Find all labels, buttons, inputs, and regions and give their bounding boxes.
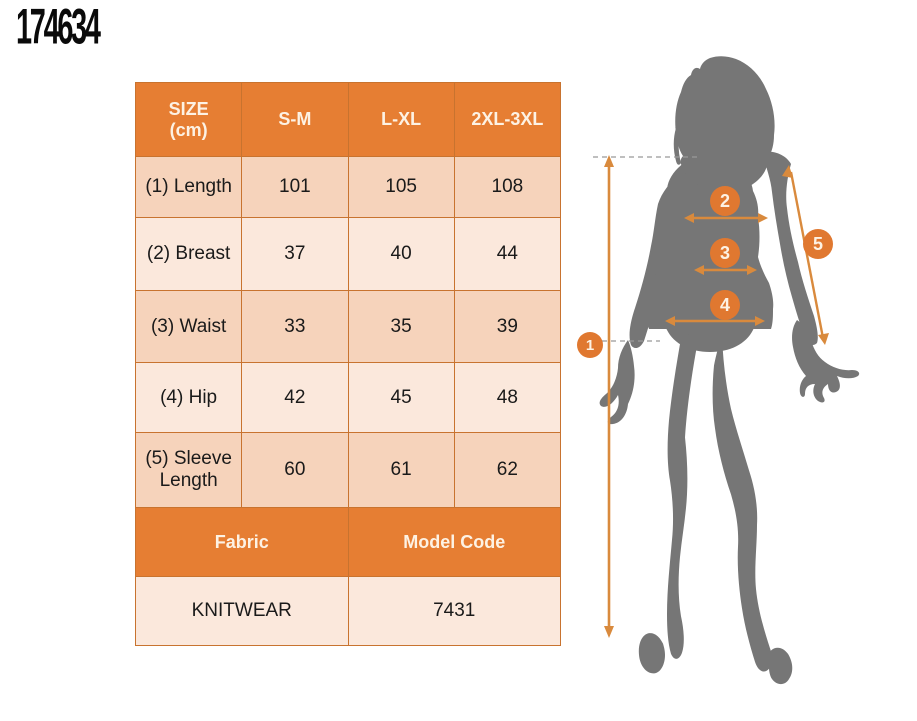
svg-text:2: 2 [720, 191, 730, 211]
svg-text:4: 4 [720, 295, 730, 315]
svg-text:1: 1 [586, 337, 594, 354]
svg-text:5: 5 [813, 234, 823, 254]
svg-text:3: 3 [720, 243, 730, 263]
